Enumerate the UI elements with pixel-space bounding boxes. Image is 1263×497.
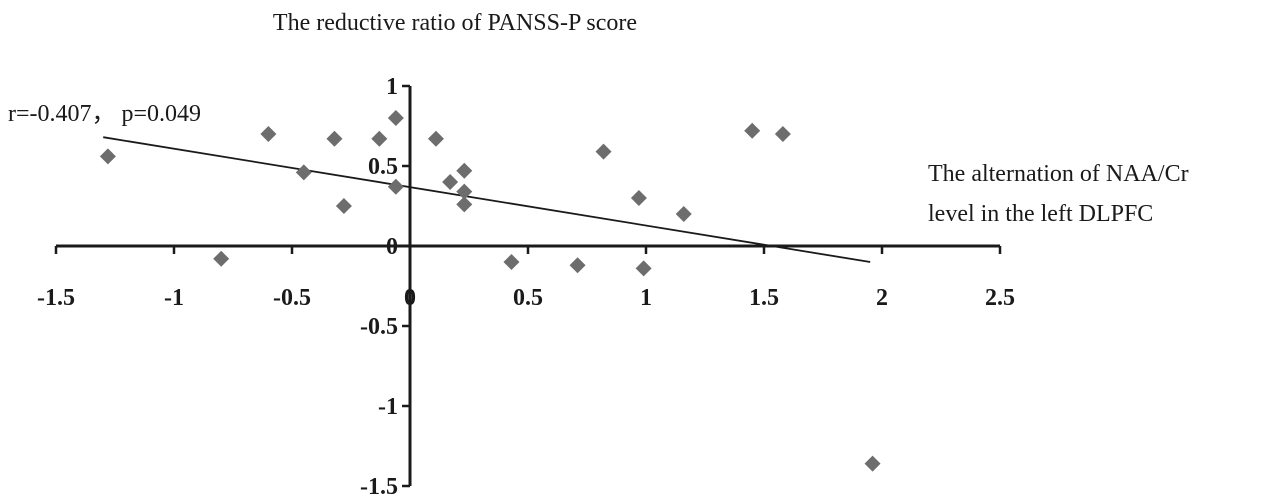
x-tick-label: 1	[640, 285, 652, 311]
data-point	[744, 122, 761, 139]
data-point	[387, 178, 404, 195]
x-tick-label: 2	[876, 285, 888, 311]
chart-title: The reductive ratio of PANSS-P score	[273, 10, 637, 36]
data-point	[335, 198, 352, 214]
data-point	[442, 174, 459, 190]
data-point	[387, 110, 404, 126]
trend-line	[103, 136, 871, 263]
data-point	[864, 455, 881, 472]
data-point	[371, 130, 388, 147]
data-point	[213, 250, 230, 267]
y-tick-label: -1	[378, 394, 398, 420]
x-axis-label-line-2: level in the left DLPFC	[928, 201, 1153, 227]
data-point	[774, 126, 791, 142]
axes: -1.5 -1 -0.5 0 0.5 1 1.5 2 2.5-1.5-1-0.500.51	[37, 74, 1015, 497]
data-point	[635, 260, 652, 277]
data-point	[630, 190, 647, 206]
x-tick-label: 0	[404, 285, 416, 311]
data-points	[99, 110, 881, 472]
x-tick-label: -1	[164, 285, 184, 311]
data-point	[427, 130, 444, 147]
data-point	[595, 143, 612, 160]
x-tick-label: 1.5	[749, 285, 779, 311]
x-tick-label: -1.5	[37, 285, 75, 311]
y-tick-label: 1	[386, 74, 398, 100]
data-point	[569, 257, 586, 274]
data-point	[503, 254, 520, 270]
trendline-layer	[103, 136, 871, 263]
y-tick-label: 0	[386, 234, 398, 260]
y-tick-label: -1.5	[360, 474, 398, 497]
data-point	[99, 148, 116, 165]
data-point	[456, 183, 473, 200]
x-tick-label: -0.5	[273, 285, 311, 311]
x-tick-label: 2.5	[985, 285, 1015, 311]
data-point	[675, 206, 692, 222]
correlation-annotation: r=-0.407， p=0.049	[8, 101, 201, 127]
data-point	[260, 126, 277, 142]
data-point	[456, 162, 473, 179]
y-tick-label: -0.5	[360, 314, 398, 340]
data-point	[456, 196, 473, 213]
x-axis-label-line-1: The alternation of NAA/Cr	[928, 161, 1189, 187]
x-tick-label: 0.5	[513, 285, 543, 311]
data-point	[295, 164, 312, 181]
y-tick-label: 0.5	[368, 154, 398, 180]
data-point	[326, 130, 343, 147]
